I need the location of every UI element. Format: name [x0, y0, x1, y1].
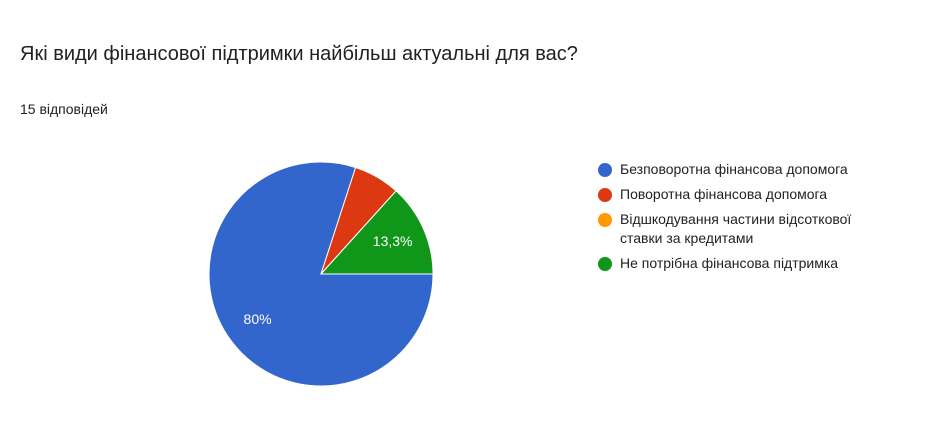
legend-item: Безповоротна фінансова допомога	[598, 160, 888, 179]
slice-label: 80%	[244, 311, 272, 327]
legend-label: Поворотна фінансова допомога	[620, 186, 828, 202]
legend: Безповоротна фінансова допомога Поворотна…	[598, 160, 888, 279]
legend-swatch	[598, 188, 612, 202]
legend-label: Безповоротна фінансова допомога	[620, 161, 848, 177]
legend-label: Відшкодування частини відсоткової ставки…	[620, 211, 852, 246]
legend-label: Не потрібна фінансова підтримка	[620, 255, 839, 271]
chart-title: Які види фінансової підтримки найбільш а…	[20, 43, 578, 65]
chart-subtitle: 15 відповідей	[20, 101, 108, 117]
legend-swatch	[598, 213, 612, 227]
legend-swatch	[598, 163, 612, 177]
slice-label: 13,3%	[373, 233, 413, 249]
legend-item: Поворотна фінансова допомога	[598, 185, 888, 204]
legend-item: Не потрібна фінансова підтримка	[598, 254, 888, 273]
legend-swatch	[598, 257, 612, 271]
pie-slice	[319, 190, 434, 275]
legend-item: Відшкодування частини відсоткової ставки…	[598, 210, 888, 248]
